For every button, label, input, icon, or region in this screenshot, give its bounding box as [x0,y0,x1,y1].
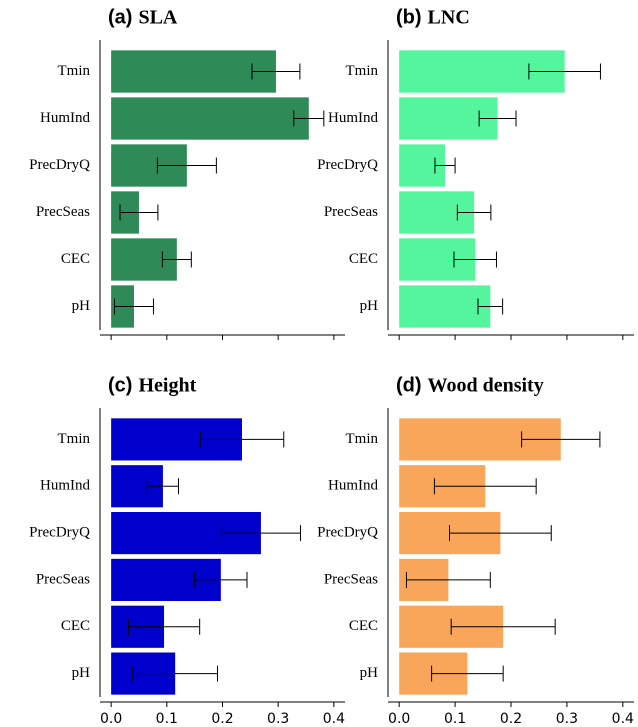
y-tick-label: pH [360,665,379,681]
panel-title: LNC [428,7,470,29]
x-tick-label: 0.2 [500,711,522,727]
error-bar [521,431,601,448]
y-tick-label: PrecSeas [324,204,378,220]
error-bar [127,618,201,635]
y-tick-label: CEC [349,618,378,634]
error-bar [156,157,217,174]
error-bar [431,665,504,682]
y-tick-label: HumInd [328,110,378,126]
error-bar [113,298,154,315]
error-bar [119,204,159,221]
bar [111,50,276,93]
y-tick-label: PrecSeas [36,571,90,587]
y-tick-label: PrecDryQ [29,157,90,173]
y-tick-label: CEC [61,251,90,267]
y-tick-label: CEC [61,618,90,634]
x-tick-label: 0.4 [612,711,634,727]
x-tick-label: 0.3 [556,711,578,727]
error-bar [161,251,192,268]
y-tick-label: Tmin [58,63,91,79]
y-tick-label: PrecDryQ [317,157,378,173]
error-bar [251,63,301,80]
error-bar [456,204,492,221]
y-tick-label: CEC [349,251,378,267]
x-tick-label: 0.1 [444,711,466,727]
y-tick-label: PrecSeas [324,571,378,587]
y-tick-label: Tmin [346,431,379,447]
panel-label: (b) [396,6,422,28]
error-bar [132,665,218,682]
y-tick-label: pH [360,298,379,314]
y-tick-label: HumInd [40,478,90,494]
y-tick-label: PrecSeas [36,204,90,220]
error-bar [434,157,456,174]
error-bar [453,251,497,268]
bar [399,285,491,328]
y-tick-label: PrecDryQ [317,525,378,541]
panel-label: (a) [108,6,132,28]
error-bar [477,298,504,315]
x-tick-label: 0.2 [211,711,233,727]
panel-title: SLA [138,7,177,29]
y-tick-label: PrecDryQ [29,525,90,541]
x-tick-label: 0.4 [323,711,345,727]
x-tick-label: 0.0 [388,711,410,727]
error-bar [433,478,537,495]
error-bar [450,618,556,635]
error-bar [199,431,285,448]
error-bar [405,571,491,588]
error-bar [194,571,248,588]
error-bar [146,478,180,495]
y-tick-label: pH [72,665,91,681]
y-tick-label: Tmin [58,431,91,447]
y-tick-label: HumInd [40,110,90,126]
bar [111,97,309,140]
error-bar [478,110,517,127]
error-bar [449,525,552,542]
panel-title: Wood density [428,375,544,397]
x-tick-label: 0.1 [156,711,178,727]
y-tick-label: pH [72,298,91,314]
y-tick-label: Tmin [346,63,379,79]
x-tick-label: 0.0 [100,711,122,727]
panel-title: Height [138,375,196,397]
y-tick-label: HumInd [328,478,378,494]
error-bar [293,110,325,127]
panel-label: (d) [396,374,422,396]
panel-label: (c) [108,374,132,396]
error-bar [528,63,601,80]
error-bar [220,525,301,542]
x-tick-label: 0.3 [267,711,289,727]
